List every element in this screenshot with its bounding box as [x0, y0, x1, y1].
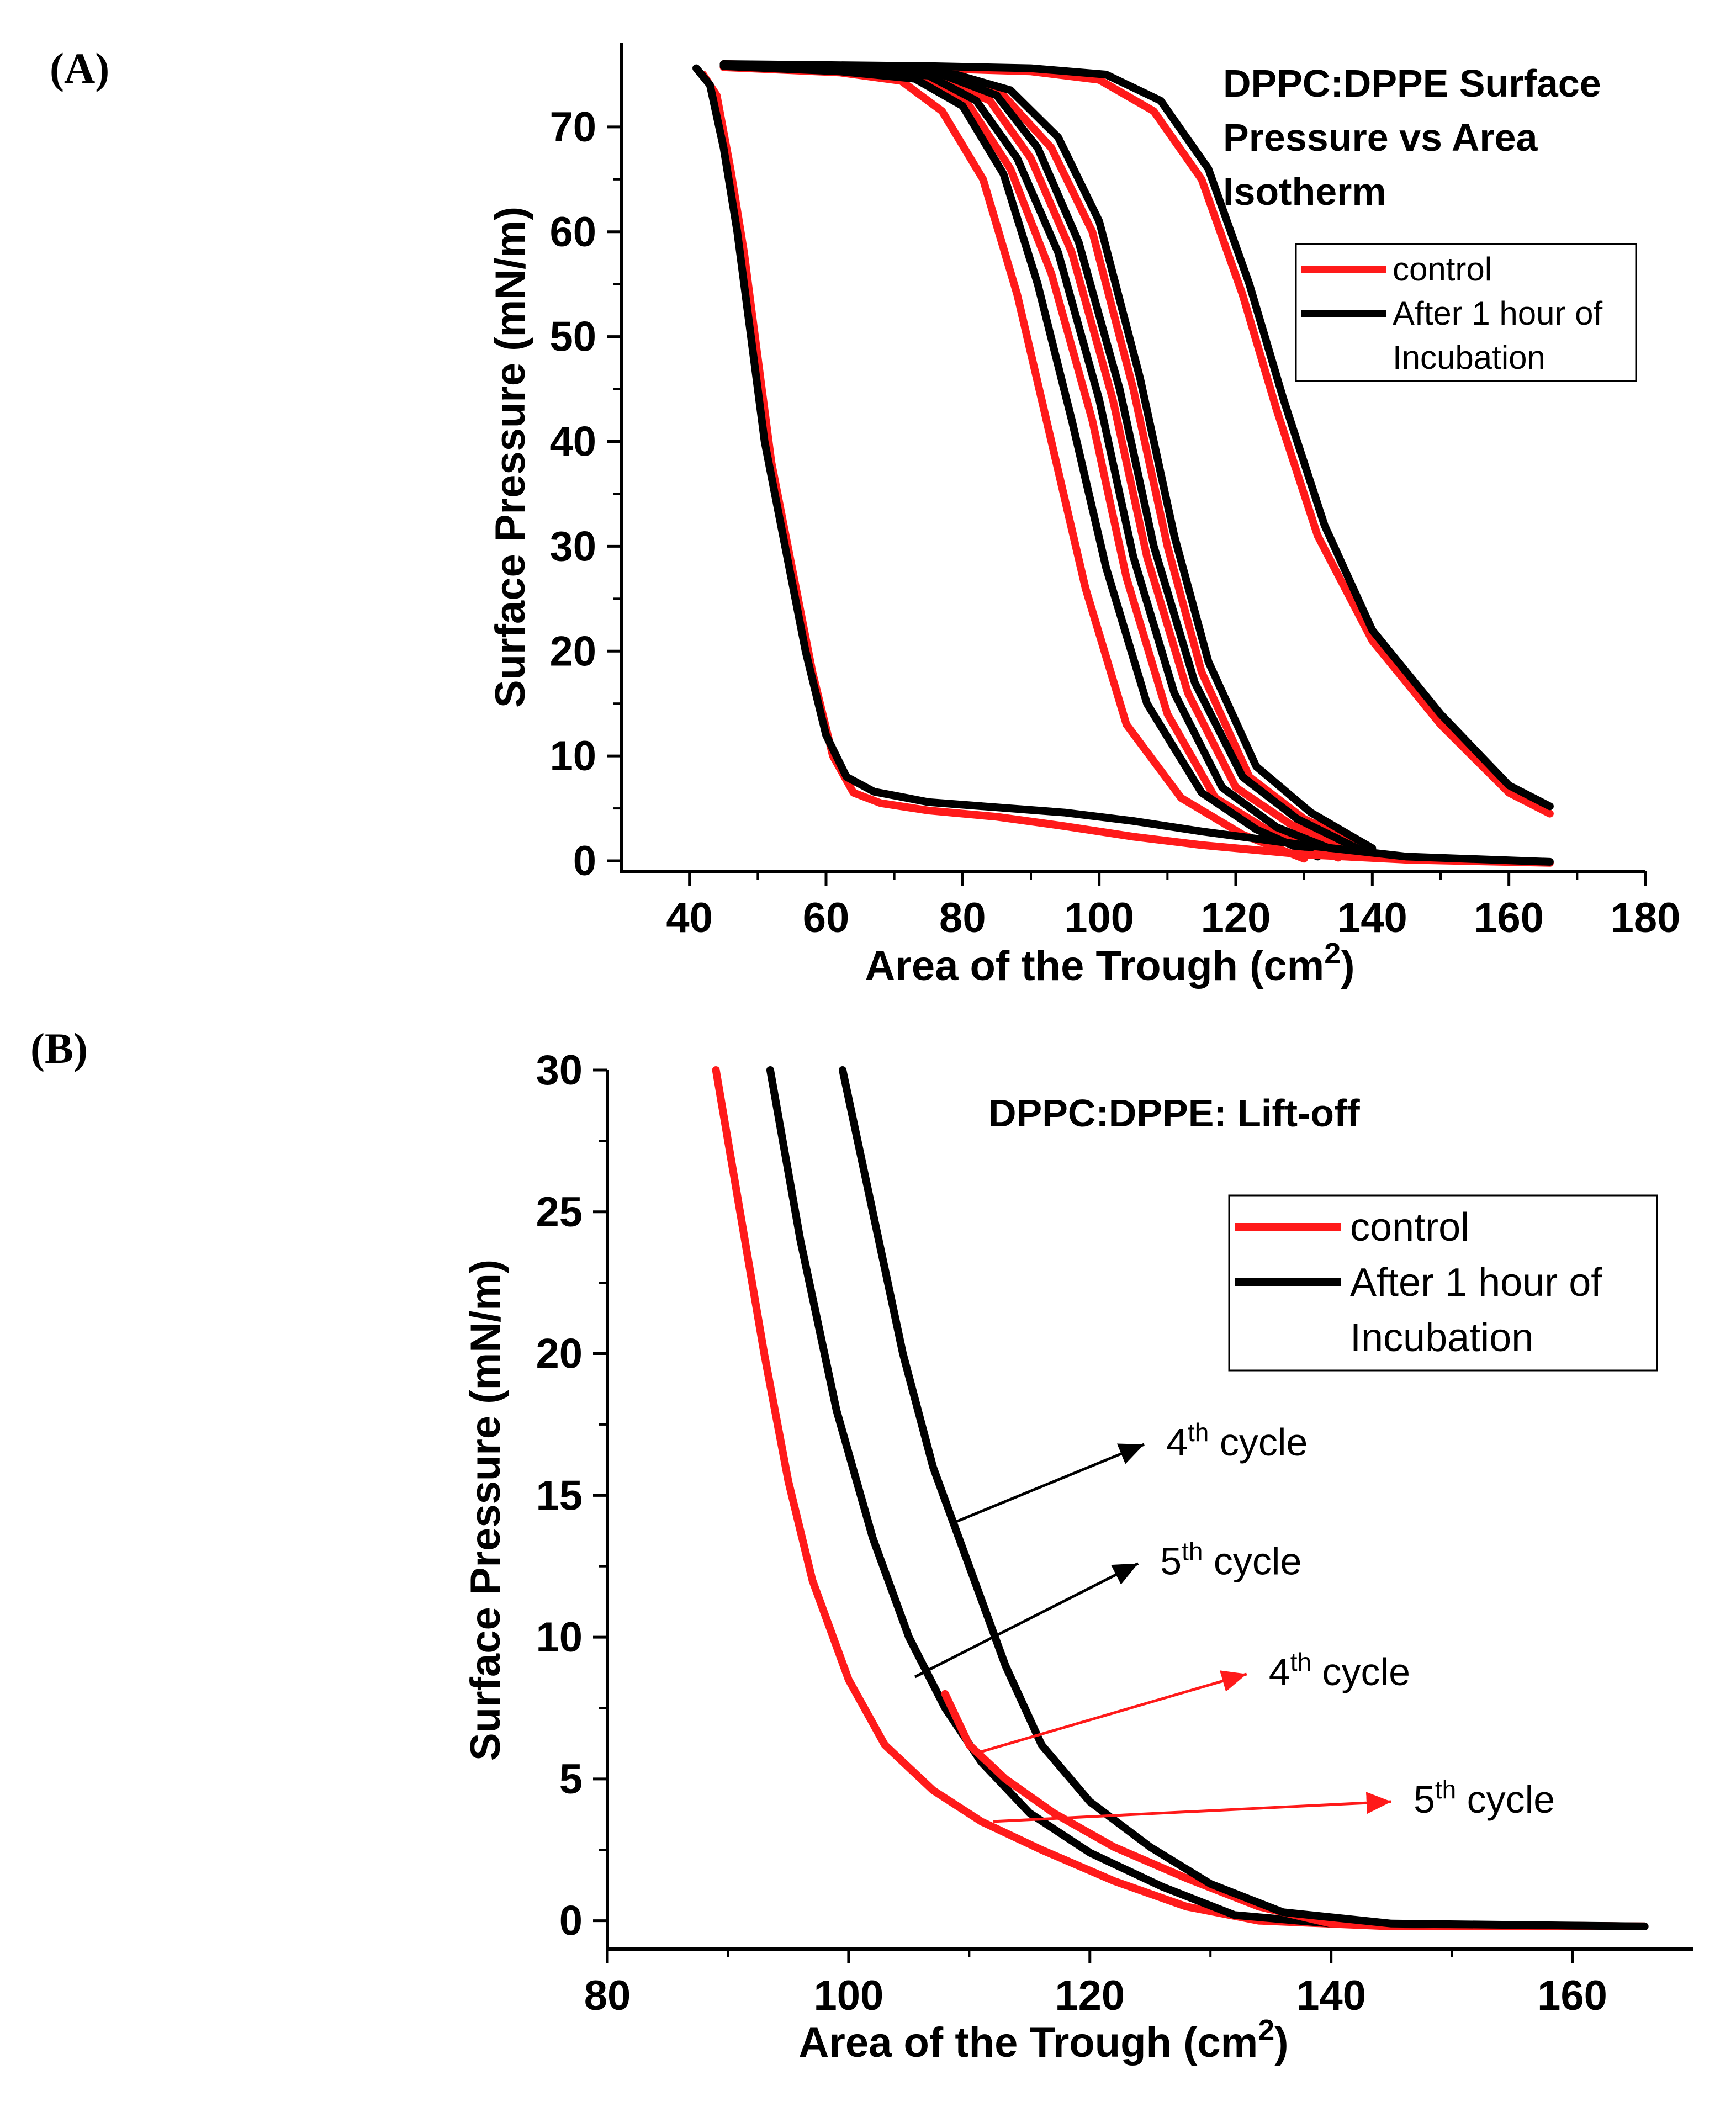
panel-a-x-tick-label-3: 100: [1064, 894, 1134, 941]
panel-b-series-2: [766, 1066, 1649, 1930]
panel-b-annotation-label-2: 5th cycle: [1160, 1537, 1301, 1583]
panel-b-y-tick-label-6: 30: [536, 1047, 583, 1094]
panel-a-title-line-3: Isotherm: [1223, 170, 1386, 213]
panel-a-x-tick-label-0: 40: [666, 894, 713, 941]
panel-b-series-4: [839, 1066, 1649, 1930]
panel-a-x-tick-label-2: 80: [939, 894, 986, 941]
panel-b-y-tick-label-3: 15: [536, 1472, 583, 1519]
panel-b-y-tick-label-2: 10: [536, 1614, 583, 1661]
panel-b-legend-control-label: control: [1350, 1205, 1469, 1250]
panel-a: (A) 40 60 80 100 120 140 160 180 0 10 20 30 40 50 60 70…: [50, 43, 1680, 989]
panel-b-annotation-label-1: 4th cycle: [1166, 1418, 1308, 1464]
panel-b-y-axis-title: Surface Pressure (mN/m): [462, 1259, 509, 1761]
panel-b-series: [712, 1066, 1649, 1930]
panel-a-y-tick-label-1: 10: [549, 733, 596, 780]
panel-a-y-tick-label-0: 0: [573, 838, 596, 885]
panel-b-x-axis-title: Area of the Trough (cm2): [798, 2014, 1288, 2066]
panel-b-y-tick-label-0: 0: [559, 1898, 583, 1945]
panel-a-ticks: 40 60 80 100 120 140 160 180 0 10 20 30 40 50 60 70: [549, 104, 1680, 941]
panel-a-y-tick-label-7: 70: [549, 104, 596, 151]
panel-a-x-tick-label-1: 60: [803, 894, 850, 941]
panel-a-series-10: [719, 62, 1322, 861]
panel-b-annotation-arrow-3: [975, 1670, 1247, 1755]
panel-b-annotation-arrow-4: [993, 1792, 1392, 1823]
panel-b-xlabel-main: Area of the Trough (cm: [798, 2019, 1258, 2066]
panel-a-xlabel-main: Area of the Trough (cm: [865, 943, 1324, 989]
panel-b: (B) 80 100 120 140 160 0 5 10 15 20 25 30 DPPC:DPPE…: [30, 1024, 1693, 2066]
panel-a-legend-incubation-label-1: After 1 hour of: [1393, 295, 1603, 332]
panel-a-x-axis-title: Area of the Trough (cm2): [865, 937, 1354, 989]
panel-b-annotations: 4th cycle 5th cycle 4th cycle 5th cycle: [914, 1418, 1555, 1823]
panel-a-y-tick-label-5: 50: [549, 314, 596, 361]
panel-b-x-tick-label-1: 100: [813, 1972, 883, 2019]
panel-a-y-tick-label-6: 60: [549, 209, 596, 256]
panel-a-series-8: [719, 61, 1349, 859]
panel-b-legend-incubation-label-1: After 1 hour of: [1350, 1261, 1602, 1305]
panel-a-y-tick-label-4: 40: [549, 419, 596, 465]
panel-a-label: (A): [50, 44, 109, 92]
panel-b-annotation-arrow-2: [914, 1562, 1139, 1679]
panel-a-legend-control-label: control: [1393, 251, 1492, 288]
panel-a-title-line-1: DPPC:DPPE Surface: [1223, 62, 1601, 105]
panel-b-xlabel-end: ): [1274, 2019, 1288, 2066]
panel-a-series-12: [692, 64, 1554, 866]
panel-a-x-tick-label-7: 180: [1611, 894, 1681, 941]
panel-b-annotation-label-3: 4th cycle: [1269, 1648, 1410, 1693]
panel-b-xlabel-sup: 2: [1258, 2014, 1274, 2047]
panel-b-annotation-label-4: 5th cycle: [1414, 1775, 1555, 1821]
panel-a-legend: control After 1 hour of Incubation: [1295, 243, 1637, 382]
panel-a-x-tick-label-5: 140: [1337, 894, 1407, 941]
panel-b-y-tick-label-1: 5: [559, 1756, 583, 1803]
panel-b-annotation-arrow-1: [950, 1443, 1145, 1525]
panel-b-x-tick-label-2: 120: [1055, 1972, 1125, 2019]
panel-b-legend-incubation-label-2: Incubation: [1350, 1316, 1533, 1360]
panel-b-title: DPPC:DPPE: Lift-off: [988, 1092, 1360, 1135]
panel-a-x-tick-label-6: 160: [1474, 894, 1544, 941]
panel-a-title: DPPC:DPPE Surface Pressure vs Area Isoth…: [1223, 62, 1601, 213]
panel-b-legend: control After 1 hour of Incubation: [1228, 1194, 1658, 1372]
panel-a-x-tick-label-4: 120: [1201, 894, 1271, 941]
panel-a-title-line-2: Pressure vs Area: [1223, 116, 1538, 159]
panel-b-label: (B): [30, 1024, 88, 1072]
panel-b-ticks: 80 100 120 140 160 0 5 10 15 20 25 30: [536, 1047, 1607, 2019]
panel-a-y-tick-label-2: 20: [549, 628, 596, 675]
panel-b-x-tick-label-0: 80: [584, 1972, 631, 2019]
panel-a-y-axis-title: Surface Pressure (mN/m): [487, 207, 534, 708]
panel-b-x-tick-label-3: 140: [1296, 1972, 1366, 2019]
panel-a-series: [692, 60, 1554, 867]
panel-b-x-tick-label-4: 160: [1537, 1972, 1607, 2019]
panel-a-xlabel-end: ): [1341, 943, 1354, 989]
panel-a-series-2: [719, 60, 1554, 811]
panel-a-xlabel-sup: 2: [1324, 937, 1341, 970]
panel-b-y-tick-label-4: 20: [536, 1331, 583, 1378]
panel-a-legend-incubation-label-2: Incubation: [1393, 339, 1546, 376]
panel-a-series-11: [699, 71, 1554, 867]
panel-b-y-tick-label-5: 25: [536, 1189, 583, 1236]
panel-a-y-tick-label-3: 30: [549, 523, 596, 570]
